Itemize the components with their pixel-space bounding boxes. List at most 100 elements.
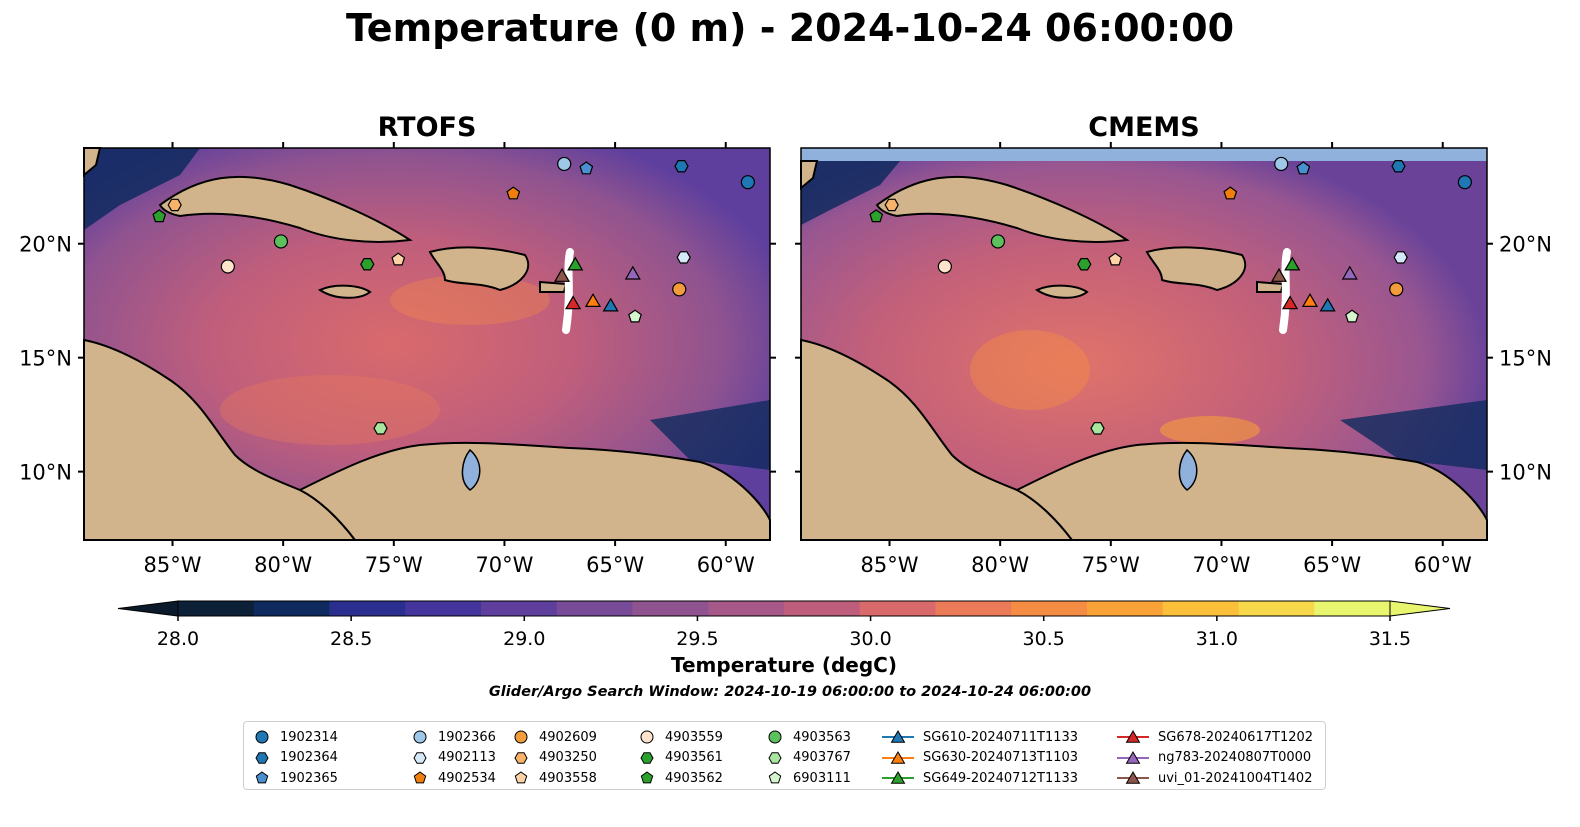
- legend-label: 1902366: [438, 729, 496, 745]
- marker-4902609: [672, 282, 687, 297]
- legend-label: 6903111: [793, 770, 851, 786]
- triangle-marker-icon: [882, 771, 914, 784]
- legend-label: ng783-20240807T0000: [1158, 750, 1312, 765]
- pentagon-marker-icon: [514, 771, 528, 784]
- lat-tick-label: 20°N: [19, 233, 72, 257]
- colorbar-segment: [481, 601, 558, 616]
- marker-6903111: [1345, 309, 1359, 323]
- marker-4903561: [1077, 258, 1092, 271]
- pentagon-marker-icon: [640, 771, 654, 784]
- triangle-marker-icon: [1117, 730, 1149, 743]
- marker-ng783-20240807t0000: [624, 265, 641, 280]
- marker-4903558: [391, 252, 406, 266]
- legend-item-1902364: 1902364: [252, 748, 338, 768]
- lon-tick-label: 80°W: [971, 553, 1029, 577]
- colorbar-tick-label: 30.0: [849, 628, 891, 650]
- lat-tick-label: 15°N: [19, 347, 72, 371]
- marker-4903767: [1090, 422, 1105, 435]
- marker-4902113: [1393, 251, 1408, 264]
- lon-tick-label: 65°W: [1303, 553, 1361, 577]
- colorbar-segment: [859, 601, 936, 616]
- triangle-marker-icon: [1117, 750, 1149, 764]
- search-window-caption: Glider/Argo Search Window: 2024-10-19 06…: [488, 684, 1092, 700]
- circle-marker-icon: [255, 730, 269, 744]
- lon-tick-label: 85°W: [144, 553, 202, 577]
- lat-tick-label: 10°N: [1499, 461, 1552, 485]
- legend-item-4903558: 4903558: [511, 768, 597, 788]
- hexagon-marker-icon: [768, 751, 782, 764]
- marker-sg610-20240711t1133: [1319, 297, 1336, 312]
- marker-1902364: [674, 160, 689, 173]
- lon-tick-label: 60°W: [1414, 553, 1472, 577]
- legend-label: 4903559: [665, 729, 723, 745]
- legend-label: 1902364: [280, 750, 338, 765]
- colorbar-tick-label: 30.5: [1023, 628, 1065, 650]
- legend-item-ng783-20240807t0000: ng783-20240807T0000: [1116, 748, 1311, 768]
- lon-tick-label: 75°W: [365, 553, 423, 577]
- legend-item-1902365: 1902365: [252, 768, 338, 788]
- no-data-band: [801, 148, 1487, 161]
- circle-marker-icon: [640, 730, 654, 744]
- legend-label: 4903767: [793, 750, 851, 765]
- colorbar-segment: [329, 601, 406, 616]
- legend-item-4902534: 4902534: [410, 768, 496, 788]
- marker-4903767: [373, 422, 388, 435]
- marker-uvi-01-20241004t1402: [1270, 267, 1288, 282]
- legend-label: SG610-20240711T1133: [923, 729, 1079, 745]
- legend-item-sg649-20240712t1133: SG649-20240712T1133: [881, 768, 1078, 788]
- legend-label: 4902609: [539, 729, 597, 745]
- legend-label: SG630-20240713T1103: [923, 750, 1079, 765]
- legend-item-4903562: 4903562: [637, 768, 723, 788]
- map-frame: [83, 147, 771, 541]
- legend-item-4903561: 4903561: [637, 748, 723, 768]
- colorbar-tick-label: 31.5: [1369, 628, 1411, 650]
- marker-sg678-20240617t1202: [564, 295, 582, 310]
- colorbar-tick-label: 31.0: [1196, 628, 1238, 650]
- marker-4902609: [1389, 282, 1404, 297]
- legend-item-1902366: 1902366: [410, 727, 496, 747]
- colorbar-segment: [1087, 601, 1164, 616]
- hexagon-marker-icon: [640, 751, 654, 764]
- hexagon-marker-icon: [413, 751, 427, 764]
- circle-marker-icon: [768, 730, 782, 744]
- glider-track: [562, 248, 574, 334]
- triangle-marker-icon: [1117, 771, 1149, 784]
- colorbar-label: Temperature (degC): [671, 653, 897, 677]
- legend-item-4903767: 4903767: [765, 748, 851, 768]
- panel-title-rtofs: RTOFS: [377, 112, 477, 143]
- colorbar-segment: [1314, 601, 1391, 616]
- figure-title: Temperature (0 m) - 2024-10-24 06:00:00: [345, 6, 1235, 50]
- marker-4903561: [360, 258, 375, 271]
- legend-label: 4903562: [665, 770, 723, 786]
- colorbar-segment: [405, 601, 482, 616]
- marker-sg610-20240711t1133: [602, 297, 619, 312]
- glider-track: [1279, 248, 1291, 334]
- colorbar-segment: [556, 601, 633, 616]
- legend-label: SG678-20240617T1202: [1158, 729, 1314, 745]
- marker-4902113: [676, 251, 691, 264]
- cold-water-region: [84, 148, 200, 230]
- colorbar-tick-label: 29.0: [503, 628, 545, 650]
- pentagon-marker-icon: [768, 771, 782, 784]
- legend-item-sg678-20240617t1202: SG678-20240617T1202: [1116, 727, 1313, 747]
- marker-1902366: [1274, 156, 1289, 172]
- lon-tick-label: 75°W: [1082, 553, 1140, 577]
- legend-label: 4903563: [793, 729, 851, 745]
- lake-maracaibo: [1178, 448, 1198, 491]
- marker-1902364: [1391, 160, 1406, 173]
- observation-markers: [869, 156, 1472, 435]
- marker-sg649-20240712t1133: [1284, 256, 1301, 271]
- warm-eddy: [970, 330, 1090, 410]
- cold-water-region: [1340, 400, 1487, 470]
- colorbar-segment: [784, 601, 861, 616]
- marker-4903559: [220, 259, 235, 274]
- marker-ng783-20240807t0000: [1341, 265, 1358, 280]
- lon-tick-label: 65°W: [586, 553, 644, 577]
- marker-uvi-01-20241004t1402: [553, 267, 571, 282]
- marker-sg630-20240713t1103: [1301, 293, 1319, 307]
- lon-tick-label: 70°W: [475, 553, 533, 577]
- colorbar-tick-label: 29.5: [676, 628, 718, 650]
- legend-item-sg630-20240713t1103: SG630-20240713T1103: [881, 748, 1078, 768]
- marker-4903563: [990, 234, 1006, 249]
